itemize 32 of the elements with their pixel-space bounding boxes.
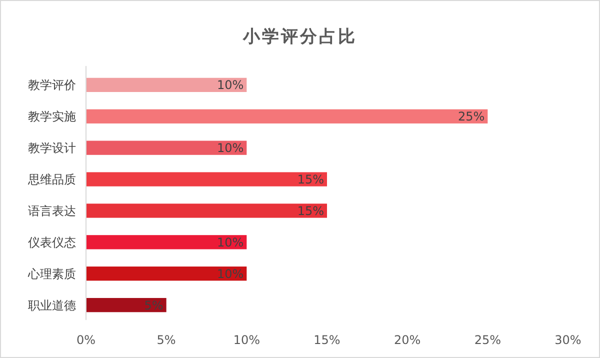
data-label: 25% <box>458 110 485 124</box>
bar <box>86 172 327 186</box>
x-tick-label: 0% <box>76 333 96 347</box>
y-tick-label: 仪表仪态 <box>28 235 76 250</box>
y-tick-label: 教学评价 <box>28 78 76 92</box>
y-tick-label: 思维品质 <box>27 172 76 186</box>
bar <box>86 140 247 155</box>
bar <box>86 298 166 312</box>
y-tick-label: 职业道德 <box>28 298 76 312</box>
data-label: 15% <box>297 204 324 218</box>
x-tick-label: 5% <box>156 333 176 347</box>
data-label: 10% <box>216 235 244 250</box>
x-tick-label: 30% <box>554 333 582 347</box>
data-label: 10% <box>216 266 244 281</box>
bar <box>86 235 247 250</box>
data-label: 10% <box>216 141 244 156</box>
bar <box>86 266 247 281</box>
y-tick-label: 教学实施 <box>28 110 76 124</box>
chart-title: 小学评分占比 <box>242 27 357 47</box>
y-tick-label: 语言表达 <box>28 204 76 218</box>
x-tick-label: 15% <box>314 333 340 347</box>
data-label: 5% <box>144 298 164 312</box>
y-tick-label: 心理素质 <box>27 266 76 281</box>
y-tick-label: 教学设计 <box>28 141 76 156</box>
bar <box>86 78 247 92</box>
x-tick-label: 25% <box>474 333 502 347</box>
bar <box>86 204 327 218</box>
data-label: 10% <box>216 78 244 92</box>
data-label: 15% <box>297 172 324 186</box>
x-tick-label: 10% <box>233 333 260 347</box>
bar <box>86 109 488 124</box>
x-tick-label: 20% <box>394 333 421 347</box>
